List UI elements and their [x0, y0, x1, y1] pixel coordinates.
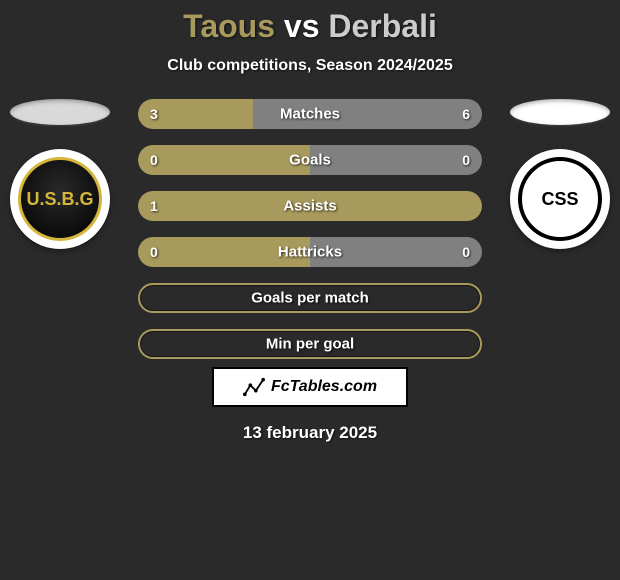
stat-bar-assists: 1Assists — [138, 191, 482, 221]
stat-fill-left — [138, 145, 310, 175]
comparison-card: Taous vs Derbali Club competitions, Seas… — [0, 0, 620, 580]
player2-club-badge[interactable]: CSS — [510, 149, 610, 249]
footer-date: 13 february 2025 — [243, 423, 377, 443]
stat-bar-matches: 36Matches — [138, 99, 482, 129]
stats-bars: 36Matches 00Goals 1Assists 00Hattricks Goals… — [138, 99, 482, 359]
player1-jersey-icon — [10, 99, 110, 125]
stat-bar-goals-per-match: Goals per match — [138, 283, 482, 313]
stat-bar-min-per-goal: Min per goal — [138, 329, 482, 359]
stat-fill-left — [138, 191, 482, 221]
fctables-link[interactable]: FcTables.com — [212, 367, 408, 407]
main-row: U.S.B.G 36Matches 00Goals 1Assists 00Hattri… — [0, 99, 620, 359]
stat-fill-left — [138, 237, 310, 267]
stat-fill-right — [253, 99, 482, 129]
right-column: CSS — [500, 99, 620, 249]
stat-fill-right — [310, 237, 482, 267]
club-badge-right-text: CSS — [541, 189, 578, 210]
page-title: Taous vs Derbali — [183, 8, 437, 45]
stat-label: Min per goal — [140, 336, 480, 353]
left-column: U.S.B.G — [0, 99, 120, 249]
player2-name: Derbali — [328, 8, 436, 44]
stat-bar-goals: 00Goals — [138, 145, 482, 175]
club-badge-left-text: U.S.B.G — [26, 189, 93, 210]
stat-fill-left — [138, 99, 253, 129]
fctables-logo-icon — [243, 376, 265, 398]
club-badge-right-icon: CSS — [518, 157, 602, 241]
stat-label: Goals per match — [140, 290, 480, 307]
player1-name: Taous — [183, 8, 275, 44]
player2-jersey-icon — [510, 99, 610, 125]
fctables-logo-text: FcTables.com — [271, 378, 377, 396]
stat-fill-right — [310, 145, 482, 175]
club-badge-left-icon: U.S.B.G — [18, 157, 102, 241]
player1-club-badge[interactable]: U.S.B.G — [10, 149, 110, 249]
vs-separator: vs — [284, 8, 320, 44]
subtitle: Club competitions, Season 2024/2025 — [167, 57, 452, 75]
stat-bar-hattricks: 00Hattricks — [138, 237, 482, 267]
